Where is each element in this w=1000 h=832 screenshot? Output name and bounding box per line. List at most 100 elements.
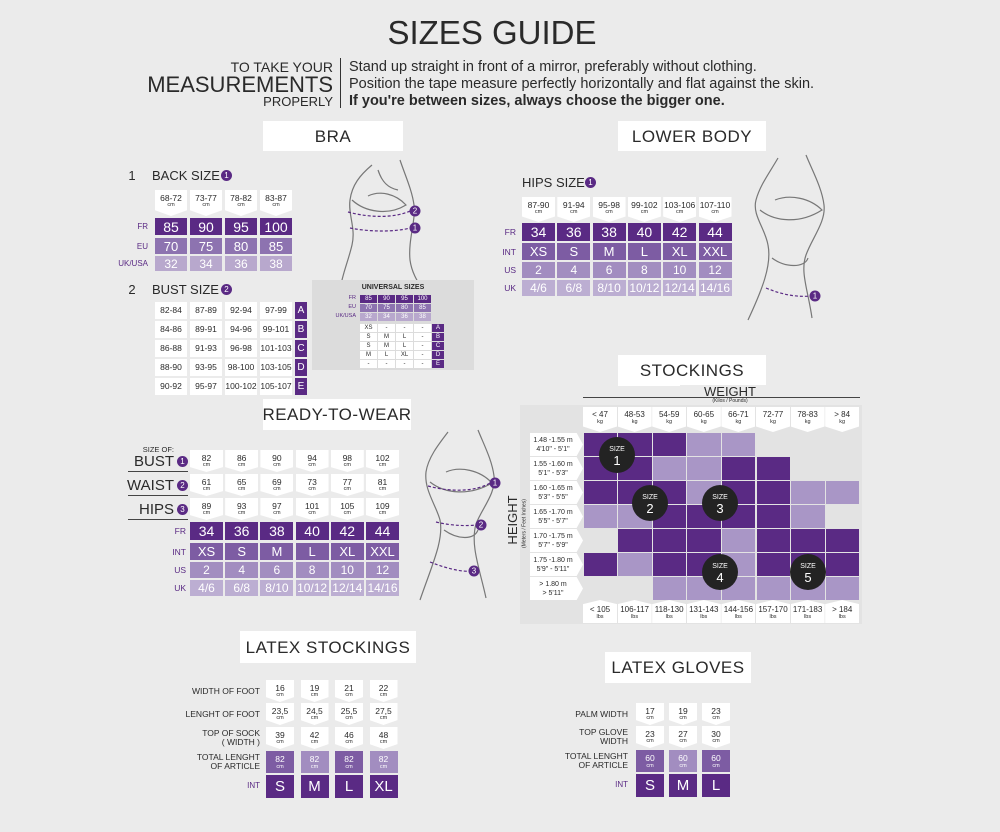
size-cell: 97 cm (260, 498, 294, 520)
size-cell: 91-94 cm (557, 197, 591, 222)
badge: 2 (177, 480, 188, 491)
size-cell: 103-105 (260, 359, 292, 376)
cell-value: 69 (272, 476, 282, 487)
figure-badge: 1 (813, 292, 818, 301)
size-cell: 100 (260, 218, 292, 235)
row-label: EU (136, 241, 148, 251)
size-cell: 98 cm (330, 450, 364, 472)
cell-unit: cm (679, 762, 687, 769)
cell-value: 17 (645, 705, 655, 716)
cell-value: 86 (236, 452, 247, 463)
cell-value: 109 (375, 500, 390, 511)
height-cell: > 1.80 m > 5'11" (530, 577, 583, 600)
size-cell: L (396, 342, 413, 350)
cell-unit: cm (276, 763, 284, 770)
cell-value: 78-82 (230, 192, 252, 203)
size-cell: 82 cm (266, 751, 294, 773)
figure-badge: 2 (413, 207, 418, 216)
size-cell: 42 (330, 522, 364, 540)
size-cell: 38 (260, 522, 294, 540)
row-label: FR (348, 295, 356, 302)
size-cell: 36 (557, 223, 591, 241)
size-cell: 78-82 cm (225, 190, 257, 216)
height-cell: 1.70 -1.75 m 5'7" - 5'9" (530, 529, 583, 552)
size-cell: 34 (190, 522, 223, 540)
size-cell: L (702, 774, 730, 797)
row-label: FR (504, 227, 516, 238)
cell-value: 93 (236, 500, 247, 511)
size-cell: L (295, 543, 329, 560)
underline (128, 495, 188, 496)
size-cell: - (414, 351, 431, 359)
cell-value: 82 (201, 452, 212, 463)
size-cell: 10 (330, 562, 364, 578)
section-title: READY-TO-WEAR (262, 399, 411, 430)
cell-unit: cm (345, 738, 353, 745)
size-badge: SIZE 1 (599, 437, 635, 473)
section-title: BRA (263, 121, 403, 151)
size-cell: M (669, 774, 697, 797)
size-cell: 10/12 (295, 580, 329, 596)
size-cell: 90-92 (155, 378, 187, 395)
height-m: 1.55 -1.60 m (533, 461, 573, 468)
measure-label: BUST (133, 452, 174, 470)
grid-cell (618, 529, 652, 552)
cell-value: 82 (309, 753, 320, 764)
size-cell: 89-91 (190, 321, 222, 338)
axis-note: (Meters / Feet Inches) (521, 499, 528, 548)
page-title: SIZES GUIDE (387, 13, 597, 51)
cell-value: 54-59 (658, 410, 680, 419)
cell-unit: cm (345, 691, 353, 698)
size-cell: 87-89 (190, 302, 222, 319)
size-cell: 93-95 (190, 359, 222, 376)
cell-unit: cm (308, 461, 316, 468)
ready-to-wear-figure: 1 2 3 (419, 429, 501, 601)
size-cell: 8 (295, 562, 329, 578)
cell-unit: cm (378, 461, 387, 468)
cell-value: 171-183 (792, 605, 823, 614)
row-label: INT (172, 546, 186, 557)
cell-unit: cm (570, 208, 578, 215)
cell-value: 99-102 (631, 199, 658, 210)
underline (128, 471, 188, 472)
cell-value: 144-156 (723, 605, 754, 614)
section-title: LATEX GLOVES (605, 652, 751, 683)
size-cell: 32 (360, 313, 377, 321)
row-label: LENGHT OF FOOT (185, 708, 260, 719)
size-cell: 85 (360, 295, 377, 303)
size-cell: S (360, 333, 377, 341)
cell-unit: cm (711, 208, 719, 215)
height-cell: 1.48 -1.55 m 4'10" - 5'1" (530, 433, 583, 456)
size-cell: - (414, 360, 431, 368)
size-cell: 46 cm (335, 727, 363, 749)
height-ft: 4'10" - 5'1" (536, 446, 570, 453)
row-label: TOTAL LENGHT (196, 752, 260, 763)
size-cell: L (378, 351, 395, 359)
row-label: UK/USA (335, 313, 356, 320)
cell-unit: lbs (769, 613, 777, 620)
size-cell: 22 cm (369, 680, 398, 702)
cell-unit: cm (237, 201, 245, 208)
cell-value: 105 (340, 500, 355, 511)
size-cell: 60 cm (669, 750, 697, 772)
size-number: 4 (716, 569, 724, 585)
cell-unit: cm (273, 509, 281, 516)
size-cell: 10 (663, 262, 697, 278)
size-number: 1 (613, 452, 621, 468)
size-cell: 84-86 (155, 321, 187, 338)
size-cell: M (378, 333, 395, 341)
weight-cell: 106-117 lbs (617, 600, 652, 623)
size-number: 3 (716, 500, 724, 516)
size-cell: 82 cm (369, 751, 398, 773)
height-m: 1.65 -1.70 m (533, 509, 573, 516)
cell-unit: cm (712, 714, 720, 721)
row-label: US (504, 265, 516, 276)
grid-cell (791, 529, 825, 552)
grid-cell (756, 505, 790, 528)
cell-value: 90 (272, 452, 282, 463)
size-cell: 82-84 (155, 302, 187, 319)
section-title: LATEX STOCKINGS (240, 631, 416, 663)
row-label: ( WIDTH ) (221, 737, 260, 748)
figure-badge: 2 (479, 521, 484, 530)
size-cell: 80 (396, 304, 413, 312)
